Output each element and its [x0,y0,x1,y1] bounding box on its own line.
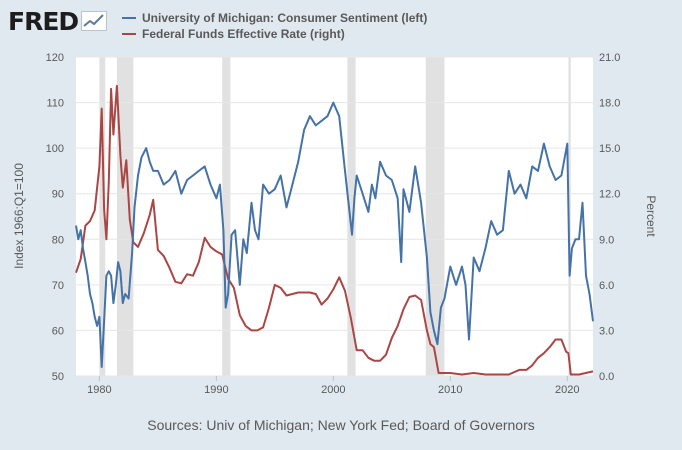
source-note: Sources: Univ of Michigan; New York Fed;… [147,417,535,433]
recession-shading [99,57,571,376]
left-axis-ticks: 50 60 70 80 90 100 110 120 [46,52,64,383]
fred-logo[interactable]: FRED [8,6,108,36]
x-axis-ticks: 1980 1990 2000 2010 2020 [87,376,580,396]
legend-label-fedfunds: Federal Funds Effective Rate (right) [142,27,345,41]
left-axis-label: Index 1966:Q1=100 [12,163,26,269]
x-tick-label: 1990 [204,384,228,396]
right-axis-ticks: 0.0 3.0 6.0 9.0 12.0 15.0 18.0 21.0 [599,52,620,383]
left-tick-label: 70 [52,280,64,292]
sentiment-line [75,101,594,368]
left-tick-label: 50 [52,371,64,383]
fred-logo-text: FRED [8,6,79,36]
right-tick-label: 9.0 [599,234,614,246]
right-tick-label: 21.0 [599,52,620,64]
series-lines [75,84,594,376]
recession-band [116,57,134,376]
x-tick-label: 2020 [555,384,579,396]
x-tick-label: 2000 [321,384,345,396]
left-tick-label: 100 [46,143,64,155]
right-tick-label: 0.0 [599,371,614,383]
left-tick-label: 110 [46,98,64,110]
trend-chart-icon [81,11,108,31]
recession-band [425,57,445,376]
right-tick-label: 3.0 [599,325,614,337]
right-tick-label: 18.0 [599,98,620,110]
x-tick-label: 1980 [87,384,111,396]
left-tick-label: 120 [46,52,64,64]
left-tick-label: 90 [52,189,64,201]
recession-band [568,57,571,376]
chart-legend: University of Michigan: Consumer Sentime… [122,10,427,42]
x-tick-label: 2010 [438,384,462,396]
left-tick-label: 60 [52,325,64,337]
recession-band [99,57,106,376]
plot-area [76,57,593,376]
left-tick-label: 80 [52,234,64,246]
fedfunds-line [75,84,594,376]
right-axis-label: Percent [644,195,658,237]
recession-band [347,57,356,376]
right-tick-label: 6.0 [599,280,614,292]
legend-item-sentiment: University of Michigan: Consumer Sentime… [122,10,427,26]
legend-swatch-sentiment [122,17,136,19]
gridlines [76,56,593,377]
recession-band [222,57,231,376]
right-tick-label: 15.0 [599,143,620,155]
legend-label-sentiment: University of Michigan: Consumer Sentime… [142,11,428,25]
legend-item-fedfunds: Federal Funds Effective Rate (right) [122,26,427,42]
right-tick-label: 12.0 [599,189,620,201]
legend-swatch-fedfunds [122,33,136,35]
